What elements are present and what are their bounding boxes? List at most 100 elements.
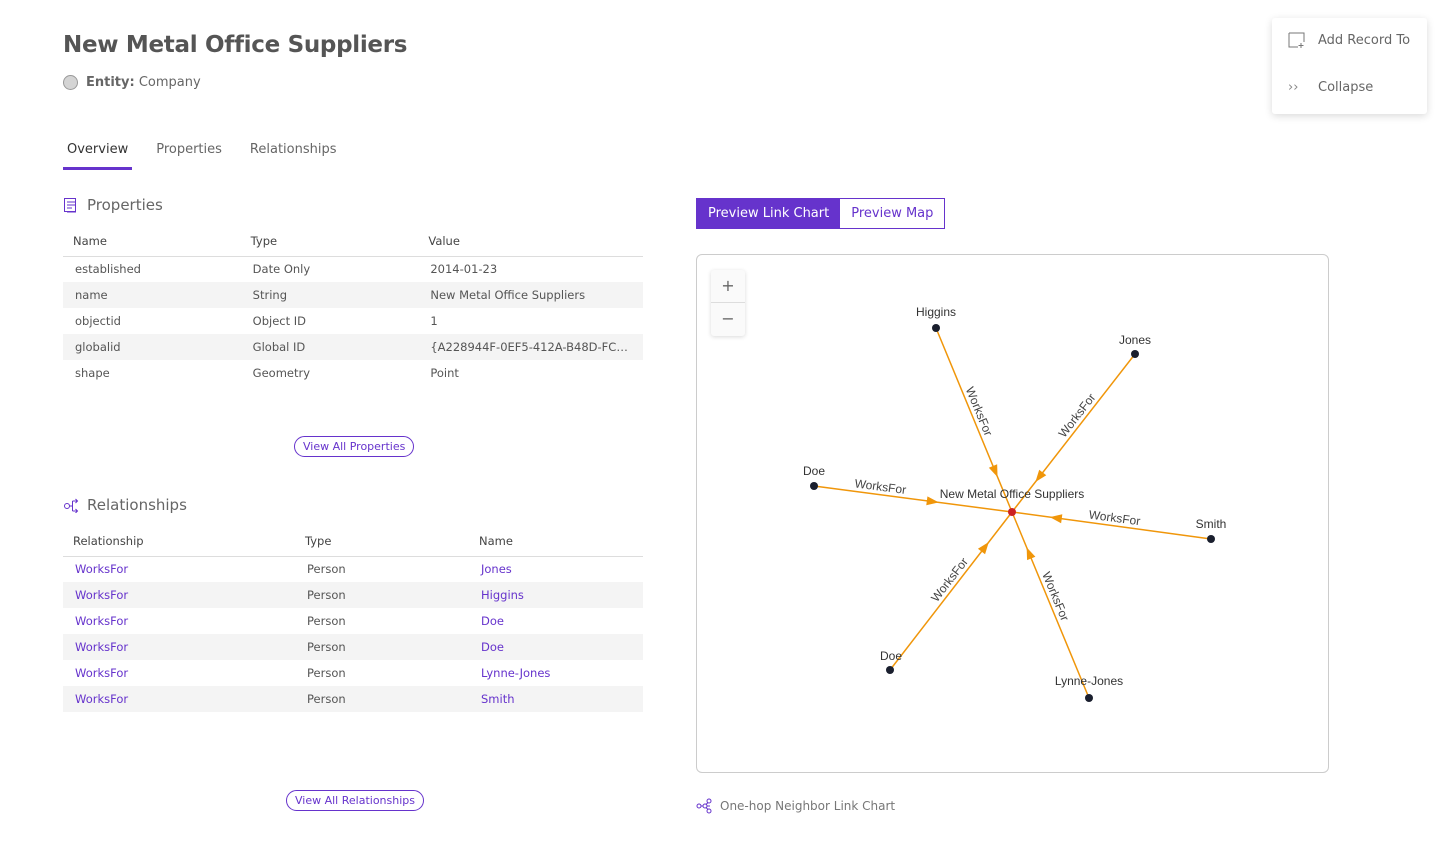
preview-link-chart-button[interactable]: Preview Link Chart [697, 199, 841, 228]
table-cell: Object ID [252, 314, 307, 328]
table-cell: Global ID [240, 334, 419, 360]
node[interactable] [1207, 535, 1215, 543]
edge-line[interactable] [889, 511, 1013, 671]
node-label: Doe [880, 649, 902, 663]
tab-properties[interactable]: Properties [156, 142, 222, 157]
cell-link[interactable]: Doe [481, 614, 504, 628]
relationships-heading: Relationships [63, 496, 187, 514]
node[interactable] [932, 324, 940, 332]
table-row: WorksFor Person Smith [63, 686, 643, 712]
entity-value: Company [138, 75, 201, 90]
relationships-table: Relationship Type Name WorksFor Person Jones… [63, 526, 643, 712]
table-cell: Person [307, 562, 346, 577]
cell-link[interactable]: Lynne-Jones [481, 666, 551, 680]
center-node[interactable] [1008, 508, 1016, 516]
page-title: New Metal Office Suppliers [63, 32, 408, 58]
col-value: Value [418, 226, 643, 257]
edge-label: WorksFor [928, 555, 971, 605]
table-row: objectid Object ID 1 [63, 308, 643, 334]
tab-relationships[interactable]: Relationships [249, 142, 337, 157]
node-label: Doe [803, 464, 825, 478]
cell-link[interactable]: WorksFor [63, 686, 295, 712]
table-cell: Geometry [252, 366, 311, 380]
caption-text: One-hop Neighbor Link Chart [720, 799, 896, 813]
node[interactable] [886, 666, 894, 674]
table-cell: objectid [75, 314, 121, 328]
edge-arrow [1035, 469, 1047, 482]
cell-link[interactable]: Jones [481, 562, 512, 577]
table-row: WorksFor Person Higgins [63, 582, 643, 608]
edge-arrow [988, 464, 998, 478]
node[interactable] [810, 482, 818, 490]
collapse-button[interactable]: ›› Collapse [1288, 80, 1373, 95]
chevrons-right-icon: ›› [1288, 80, 1299, 95]
table-cell: {A228944F-0EF5-412A-B48D-FCB… [418, 334, 643, 360]
add-record-label: Add Record To [1318, 32, 1411, 48]
table-cell: 1 [430, 314, 438, 328]
preview-toggle: Preview Link Chart Preview Map [696, 198, 946, 229]
properties-table: Name Type Value established Date Only 2014-0… [63, 226, 643, 386]
node-label: Lynne-Jones [1055, 674, 1123, 688]
edge-arrow [926, 496, 939, 506]
relationships-icon [64, 498, 79, 513]
cell-link[interactable]: Smith [469, 686, 643, 712]
cell-link[interactable]: WorksFor [63, 582, 295, 608]
table-row: shape Geometry Point [63, 360, 643, 386]
cell-link[interactable]: WorksFor [75, 666, 129, 680]
edge-arrow [1049, 514, 1063, 524]
edge-line[interactable] [813, 485, 1013, 513]
collapse-label: Collapse [1318, 80, 1374, 95]
table-row: established Date Only 2014-01-23 [63, 256, 643, 282]
add-record-button[interactable]: Add Record To [1288, 32, 1410, 48]
table-row: WorksFor Person Doe [63, 608, 643, 634]
edge-line[interactable] [1011, 353, 1136, 513]
tab-bar: Overview Properties Relationships [63, 142, 361, 170]
col-name: Name [63, 226, 241, 257]
table-row: WorksFor Person Doe [63, 634, 643, 660]
table-cell: Person [307, 614, 346, 628]
entity-info: Entity: Company [63, 75, 201, 90]
zoom-out-button[interactable]: − [721, 309, 735, 328]
link-chart[interactable]: WorksFor WorksFor WorksFor WorksFor WorksFor… [696, 254, 1329, 773]
table-row: globalid Global ID {A228944F-0EF5-412A-B48… [63, 334, 643, 360]
col-relationship: Relationship [63, 526, 295, 557]
node-label: Smith [1196, 517, 1227, 531]
tab-overview[interactable]: Overview [63, 142, 133, 170]
view-all-relationships-button[interactable]: View All Relationships [286, 790, 424, 811]
relationships-heading-text: Relationships [87, 496, 187, 514]
edge-line[interactable] [935, 327, 1013, 513]
table-row: name String New Metal Office Suppliers [63, 282, 643, 308]
table-row: WorksFor Person Jones [63, 556, 643, 582]
table-cell: globalid [63, 334, 241, 360]
edge-arrow [1026, 547, 1036, 561]
col-type: Type [240, 226, 419, 257]
cell-link[interactable]: Higgins [469, 582, 643, 608]
edge-line[interactable] [1011, 511, 1212, 540]
edge-label: WorksFor [854, 476, 907, 497]
preview-map-button[interactable]: Preview Map [851, 206, 934, 221]
cell-link[interactable]: WorksFor [75, 562, 129, 577]
properties-heading: Properties [63, 196, 163, 214]
table-cell: name [63, 282, 241, 308]
edge-label: WorksFor [1039, 570, 1072, 623]
edge-label: WorksFor [1056, 391, 1099, 440]
table-cell: New Metal Office Suppliers [418, 282, 643, 308]
link-chart-canvas[interactable]: WorksFor WorksFor WorksFor WorksFor WorksFor… [696, 254, 1329, 773]
cell-link[interactable]: WorksFor [75, 614, 129, 628]
chart-caption: One-hop Neighbor Link Chart [696, 798, 895, 814]
table-cell: Person [295, 686, 469, 712]
table-cell: Person [295, 634, 469, 660]
cell-link[interactable]: Doe [469, 634, 643, 660]
edge-line[interactable] [1011, 511, 1090, 699]
entity-label: Entity: [86, 75, 135, 90]
properties-icon [64, 198, 76, 213]
node[interactable] [1131, 350, 1139, 358]
cell-link[interactable]: WorksFor [63, 634, 295, 660]
view-all-properties-button[interactable]: View All Properties [294, 436, 415, 457]
action-menu: Add Record To ›› Collapse [1272, 18, 1427, 114]
col-name: Name [469, 526, 643, 557]
table-cell: Date Only [252, 262, 311, 277]
node[interactable] [1085, 694, 1093, 702]
zoom-in-button[interactable]: + [711, 270, 745, 303]
link-chart-icon [696, 798, 712, 814]
